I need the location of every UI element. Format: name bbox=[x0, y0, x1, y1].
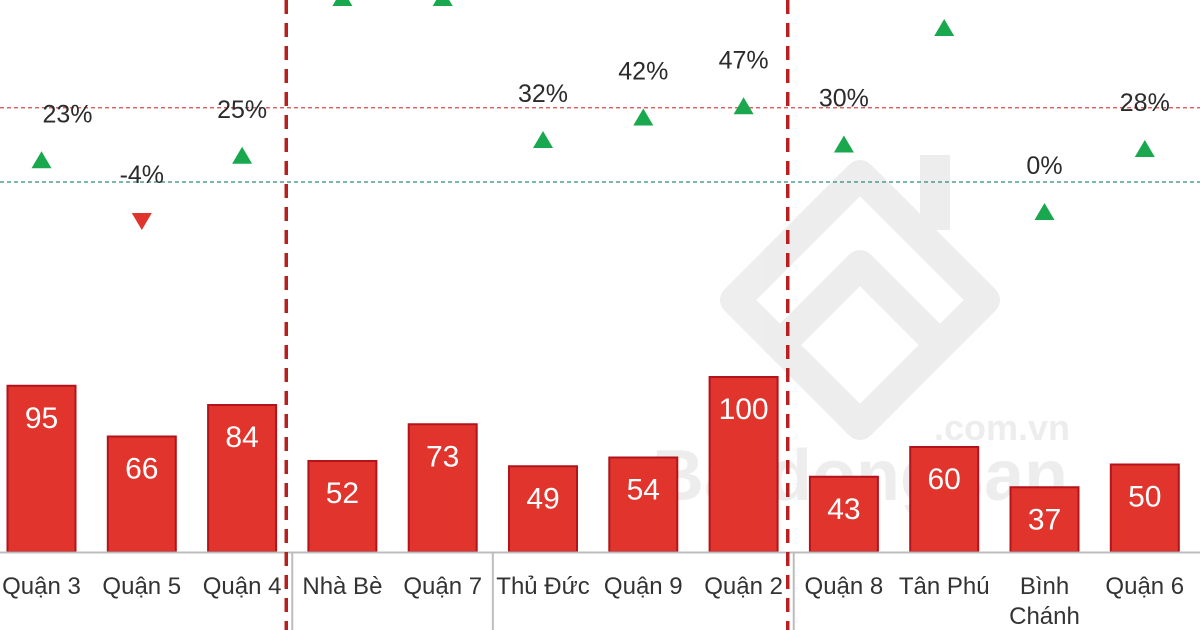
change-label-7: 47% bbox=[719, 46, 769, 74]
x-tick-label-8: Quận 8 bbox=[805, 573, 884, 600]
watermark-domain: .com.vn bbox=[934, 407, 1070, 448]
marker-up-5 bbox=[533, 131, 553, 148]
marker-up-3 bbox=[332, 0, 353, 6]
change-label-2: 25% bbox=[217, 96, 267, 124]
x-tick-label-11: Quận 6 bbox=[1105, 573, 1184, 600]
bar-4 bbox=[407, 423, 478, 553]
marker-up-6 bbox=[633, 108, 654, 126]
x-tick-label-4: Quận 7 bbox=[403, 573, 482, 600]
bar-value-label-9: 60 bbox=[928, 463, 961, 496]
bar-10 bbox=[1009, 486, 1080, 553]
change-label-8: 30% bbox=[819, 85, 869, 113]
marker-up-9 bbox=[934, 19, 955, 36]
bar-value-label-1: 66 bbox=[125, 453, 158, 486]
change-label-10: 0% bbox=[1026, 152, 1062, 180]
x-tick-label-10: Bình Chánh bbox=[1009, 573, 1080, 630]
x-tick-label-2: Quận 4 bbox=[203, 573, 282, 600]
bar-value-label-3: 52 bbox=[326, 477, 359, 510]
marker-up-10 bbox=[1034, 203, 1055, 220]
bar-2 bbox=[207, 404, 278, 553]
marker-up-2 bbox=[232, 146, 253, 164]
house-logo-icon bbox=[720, 155, 1000, 440]
bar-3 bbox=[307, 460, 378, 553]
marker-up-4 bbox=[432, 0, 453, 6]
bar-value-label-2: 84 bbox=[225, 421, 258, 454]
x-tick-label-5: Thủ Đức bbox=[496, 573, 589, 600]
bar-6 bbox=[608, 456, 679, 553]
marker-up-0 bbox=[31, 151, 52, 169]
x-tick-label-1: Quận 5 bbox=[102, 573, 181, 600]
group-dividers bbox=[284, 0, 790, 630]
bar-value-label-11: 50 bbox=[1128, 481, 1161, 514]
bar-1 bbox=[106, 435, 177, 553]
bar-value-label-5: 49 bbox=[526, 482, 559, 515]
x-axis: Quận 3 Quận 5 Quận 4 Nhà Bè Quận 7 Thủ Đức Quậ… bbox=[0, 551, 1200, 630]
change-label-0: 23% bbox=[42, 100, 92, 128]
bar-value-label-6: 54 bbox=[627, 474, 660, 507]
bar-series: 95 66 84 52 73 49 54 100 43 60 37 50 bbox=[6, 376, 1180, 553]
bar-7 bbox=[708, 376, 779, 553]
x-tick-label-7: Quận 2 bbox=[704, 573, 783, 600]
bar-value-label-0: 95 bbox=[25, 402, 58, 435]
marker-up-8 bbox=[833, 135, 854, 153]
x-tick-label-3: Nhà Bè bbox=[302, 573, 382, 600]
bar-value-label-4: 73 bbox=[426, 440, 459, 473]
x-tick-label-0: Quận 3 bbox=[2, 573, 81, 600]
bar-9 bbox=[909, 446, 980, 553]
marker-up-11 bbox=[1134, 140, 1155, 157]
x-tick-label-9: Tân Phú bbox=[899, 573, 990, 600]
change-label-11: 28% bbox=[1120, 89, 1170, 117]
change-label-6: 42% bbox=[618, 58, 668, 86]
marker-down-1 bbox=[131, 213, 152, 230]
bar-value-label-8: 43 bbox=[827, 493, 860, 526]
change-label-1: -4% bbox=[120, 161, 164, 189]
change-label-5: 32% bbox=[518, 80, 568, 108]
bar-11 bbox=[1109, 463, 1180, 553]
bar-value-label-7: 100 bbox=[719, 393, 769, 426]
marker-up-7 bbox=[733, 97, 754, 115]
bar-value-label-10: 37 bbox=[1028, 503, 1061, 536]
x-tick-label-6: Quận 9 bbox=[604, 573, 683, 600]
reference-lines bbox=[0, 107, 1200, 183]
change-markers: 23% -4% 25% 32% 42% 47% 30% 0% 28% bbox=[31, 0, 1170, 230]
